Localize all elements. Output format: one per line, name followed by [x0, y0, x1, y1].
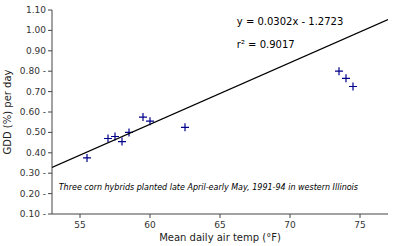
data-point: [83, 154, 91, 162]
equation: y = 0.0302x - 1.2723: [237, 16, 344, 27]
y-tick-label: 0.80 -: [20, 66, 46, 76]
r-squared: r² = 0.9017: [237, 39, 295, 50]
chart: 55 60 65 70 75 0.10 - 0.20 - 0.30 - 0.40 0.50 0.60…: [0, 0, 400, 246]
x-tick: [360, 214, 361, 218]
y-tick-label: 0.90: [26, 46, 46, 56]
y-tick: [48, 173, 52, 174]
data-point: [342, 74, 350, 82]
y-tick-label: 0.10 -: [20, 209, 46, 219]
y-tick: [48, 50, 52, 51]
regression-line: [52, 20, 388, 168]
x-tick-label: 55: [74, 220, 85, 230]
y-tick-label: 0.50: [26, 127, 46, 137]
x-tick-label: 65: [214, 220, 225, 230]
data-point: [139, 113, 147, 121]
y-tick: [48, 152, 52, 153]
y-tick: [48, 193, 52, 194]
y-tick: [48, 132, 52, 133]
y-tick: [48, 10, 52, 11]
y-tick: [48, 71, 52, 72]
y-tick: [48, 214, 52, 215]
x-tick-label: 75: [354, 220, 365, 230]
y-tick-label: 0.30 -: [20, 168, 46, 178]
y-tick: [48, 30, 52, 31]
x-tick: [80, 214, 81, 218]
data-point: [349, 83, 357, 91]
y-tick-label: 0.20 -: [20, 189, 46, 199]
data-point: [335, 67, 343, 75]
x-tick-label: 70: [284, 220, 296, 230]
source-note: Three corn hybrids planted late April-ea…: [59, 183, 358, 192]
x-tick: [290, 214, 291, 218]
plot-area: [52, 20, 388, 168]
y-tick: [48, 91, 52, 92]
y-tick-label: 0.60 -: [20, 107, 46, 117]
y-axis-label: GDD (%) per day: [2, 69, 13, 154]
x-tick: [150, 214, 151, 218]
y-tick-label: 1.10: [26, 5, 46, 15]
y-tick-label: 0.70: [26, 87, 46, 97]
y-tick-label: 1.00: [26, 25, 46, 35]
data-point: [118, 138, 126, 146]
x-tick: [220, 214, 221, 218]
data-point: [181, 123, 189, 131]
y-tick-label: 0.40: [26, 148, 46, 158]
x-tick-label: 60: [144, 220, 156, 230]
y-tick: [48, 112, 52, 113]
x-axis-label: Mean daily air temp (°F): [159, 232, 281, 243]
